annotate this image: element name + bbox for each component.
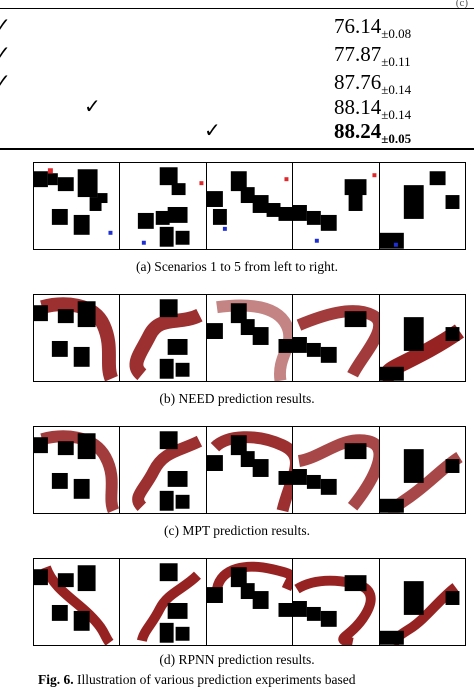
table-value-mean: 76.14 [334, 14, 382, 38]
table-value-best: 88.24±0.05 [334, 119, 411, 146]
need-panel-2 [120, 295, 207, 381]
rpnn-panel-2 [120, 559, 207, 645]
mpt-panel-2 [120, 427, 207, 513]
checkmark: ✓ [0, 43, 11, 65]
table-row: ✓ 87.76±0.14 [0, 70, 474, 97]
scenario-panel-4 [293, 163, 380, 249]
need-2-map [129, 299, 203, 381]
table-bottom-rule [0, 148, 474, 150]
table-value-std: ±0.05 [381, 131, 412, 146]
rpnn-panel-5 [379, 559, 466, 645]
rpnn-1-map [34, 565, 114, 645]
table-top-rule [0, 8, 474, 9]
figure-label: Fig. 6. [38, 672, 74, 687]
figure-row-need [33, 294, 466, 382]
caption-b: (b) NEED prediction results. [159, 391, 315, 406]
mpt-panel-3 [206, 427, 294, 513]
rpnn-5-map [379, 581, 460, 645]
table-value-mean: 77.87 [334, 42, 382, 66]
table-value: 76.14±0.08 [334, 14, 411, 41]
caption-d: (d) RPNN prediction results. [159, 652, 315, 667]
mpt-panel-5 [379, 427, 466, 513]
figure-row-scenarios [33, 162, 466, 250]
table-value-std: ±0.14 [381, 107, 412, 122]
mpt-4-map [293, 434, 379, 511]
mpt-5-map [379, 449, 463, 513]
table-value-mean: 88.14 [334, 95, 382, 119]
figure-caption-text: Illustration of various prediction exper… [77, 672, 356, 687]
need-panel-1 [34, 295, 121, 381]
rpnn-2-map [137, 563, 202, 643]
rpnn-4-map [293, 575, 376, 645]
figure-row-mpt [33, 426, 466, 514]
checkmark: ✓ [0, 71, 11, 93]
checkmark: ✓ [84, 96, 101, 118]
need-1-map [34, 297, 119, 381]
need-panel-3 [206, 295, 294, 381]
scenario-panel-1 [34, 163, 121, 249]
need-panel-4 [293, 295, 380, 381]
mpt-1-map [34, 430, 120, 513]
scenario-3-map [206, 171, 293, 231]
need-4-map [293, 305, 379, 378]
table-value-mean: 87.76 [334, 70, 382, 94]
scenario-1-map [34, 168, 113, 235]
rpnn-3-map [206, 561, 293, 617]
checkmark: ✓ [204, 120, 221, 142]
table-row: ✓ 88.14±0.14 [0, 95, 474, 122]
table-row: ✓ 76.14±0.08 [0, 14, 474, 41]
scenario-5-map [379, 171, 460, 249]
table-row: ✓ 88.24±0.05 [0, 119, 474, 146]
table-value: 88.14±0.14 [334, 95, 411, 122]
table-value-std: ±0.14 [381, 82, 412, 97]
table-value-std: ±0.11 [381, 54, 411, 69]
table-value-std: ±0.08 [381, 26, 412, 41]
rpnn-panel-4 [293, 559, 380, 645]
scenario-panel-3 [206, 163, 294, 249]
mpt-panel-4 [293, 427, 380, 513]
scenario-4-map [293, 173, 377, 243]
caption-c: (c) MPT prediction results. [164, 523, 310, 538]
rpnn-panel-1 [34, 559, 121, 645]
figure-row-rpnn [33, 558, 466, 646]
scenario-panel-2 [120, 163, 207, 249]
need-3-map [206, 299, 293, 381]
scenario-panel-5 [379, 163, 466, 249]
rpnn-panel-3 [206, 559, 294, 645]
mpt-3-map [206, 431, 293, 513]
table-corner-tag: (c) [455, 0, 468, 9]
table-value-mean: 88.24 [334, 119, 382, 143]
need-5-map [379, 317, 464, 381]
caption-a: (a) Scenarios 1 to 5 from left to right. [135, 259, 339, 274]
figure-caption-footer: Fig. 6. Illustration of various predicti… [38, 672, 356, 688]
checkmark: ✓ [0, 15, 11, 37]
table-row: ✓ 77.87±0.11 [0, 42, 474, 69]
scenario-2-map [138, 167, 204, 247]
table-value: 77.87±0.11 [334, 42, 411, 69]
results-table: (c) ✓ 76.14±0.08 ✓ 77.87±0.11 ✓ 87.76±0.… [0, 0, 474, 150]
mpt-panel-1 [34, 427, 121, 513]
need-panel-5 [379, 295, 466, 381]
mpt-2-map [132, 431, 203, 511]
table-value: 87.76±0.14 [334, 70, 411, 97]
